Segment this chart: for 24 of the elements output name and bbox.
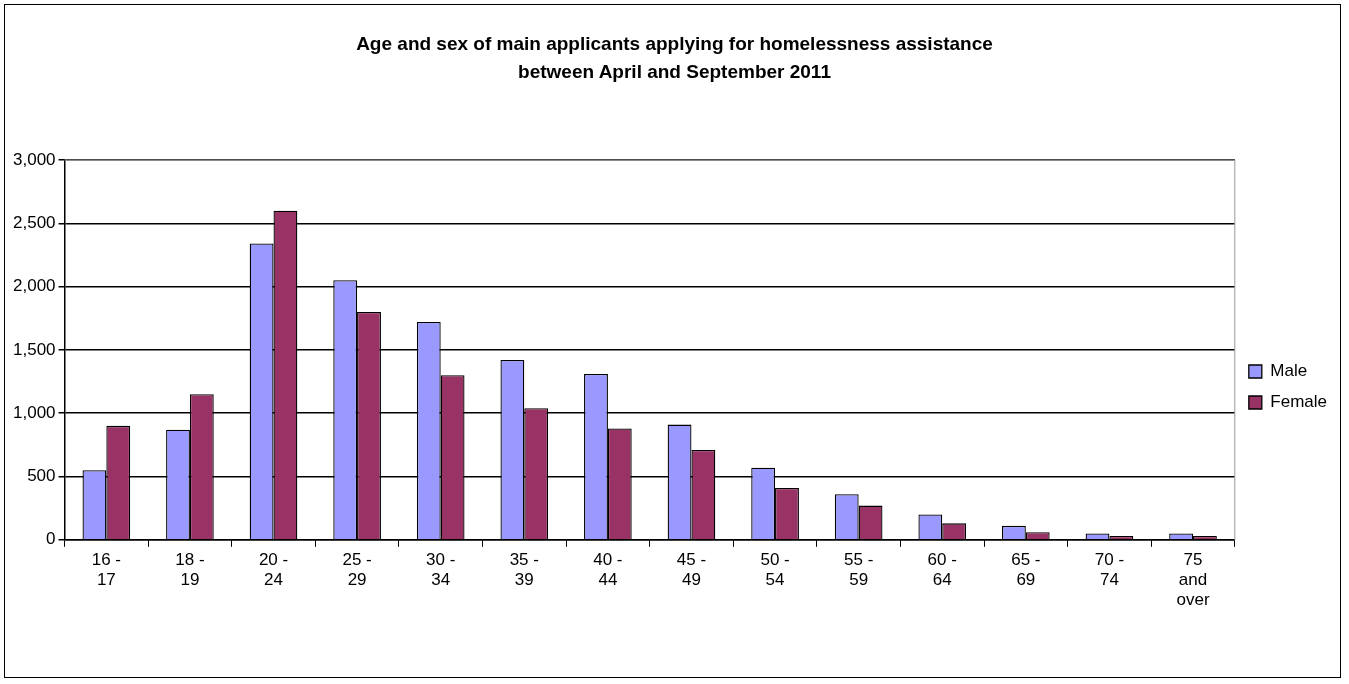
- x-tick-label: 25 - 29: [342, 549, 372, 590]
- legend-label: Female: [1270, 392, 1327, 412]
- y-tick-label: 2,000: [12, 276, 56, 296]
- x-tick-label: 75 and over: [1176, 549, 1210, 610]
- y-tick-label: 3,000: [12, 149, 56, 169]
- legend-label: Male: [1270, 361, 1308, 381]
- x-tick-label: 16 - 17: [91, 549, 121, 590]
- x-tick-label: 50 - 54: [760, 549, 790, 590]
- x-tick-label: 55 - 59: [844, 549, 874, 590]
- x-tick-label: 45 - 49: [676, 549, 707, 590]
- x-tick-label: 40 - 44: [593, 549, 623, 590]
- x-tick-label: 65 - 69: [1011, 549, 1041, 590]
- x-tick-label: 60 - 64: [927, 549, 957, 590]
- x-tick-label: 30 - 34: [426, 549, 456, 590]
- y-tick-label: 0: [46, 529, 56, 549]
- x-tick-label: 20 - 24: [258, 549, 289, 590]
- y-tick-label: 1,000: [12, 402, 56, 422]
- x-tick-label: 35 - 39: [509, 549, 539, 590]
- y-tick-label: 2,500: [12, 212, 56, 232]
- chart-title: Age and sex of main applicants applying for homelessness assistance between April and September 2011: [355, 32, 994, 84]
- y-tick-label: 1,500: [12, 339, 56, 359]
- y-tick-label: 500: [27, 466, 56, 486]
- x-tick-label: 18 - 19: [175, 549, 205, 590]
- x-tick-label: 70 - 74: [1094, 549, 1125, 590]
